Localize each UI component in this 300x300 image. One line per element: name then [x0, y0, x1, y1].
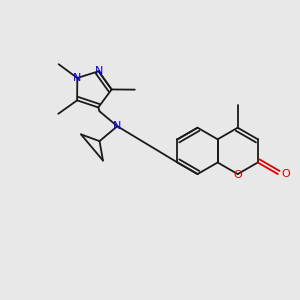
Text: N: N	[113, 121, 122, 131]
Text: O: O	[281, 169, 290, 179]
Text: N: N	[73, 73, 82, 83]
Text: N: N	[94, 66, 103, 76]
Text: O: O	[233, 170, 242, 180]
